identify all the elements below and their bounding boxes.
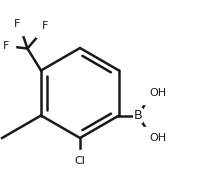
Text: F: F xyxy=(42,22,48,32)
Text: OH: OH xyxy=(149,88,166,98)
Text: F: F xyxy=(14,19,20,29)
Text: Cl: Cl xyxy=(75,156,85,166)
Text: OH: OH xyxy=(149,132,166,143)
Text: B: B xyxy=(134,109,142,122)
Text: F: F xyxy=(3,42,9,51)
